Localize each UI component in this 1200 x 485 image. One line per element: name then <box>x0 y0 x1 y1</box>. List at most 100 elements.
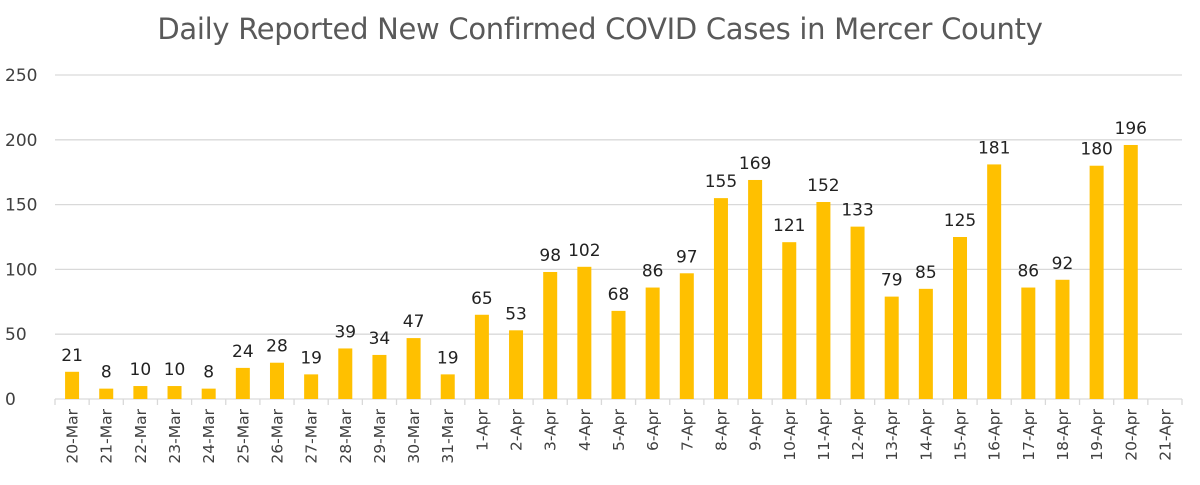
bar <box>577 266 592 399</box>
data-label: 65 <box>471 289 493 309</box>
data-label: 8 <box>101 363 112 383</box>
bar <box>645 287 660 399</box>
x-tick-label: 28-Mar <box>337 408 355 463</box>
data-label: 24 <box>232 342 254 362</box>
x-tick-label: 27-Mar <box>303 408 321 463</box>
x-tick-label: 11-Apr <box>815 408 833 460</box>
bar <box>884 296 899 399</box>
x-tick-label: 31-Mar <box>439 408 457 463</box>
x-tick-label: 3-Apr <box>542 408 560 451</box>
bar <box>1123 144 1138 399</box>
x-tick-label: 13-Apr <box>883 408 901 460</box>
data-label: 121 <box>773 216 805 236</box>
x-tick-label: 21-Mar <box>98 408 116 463</box>
x-tick-label: 19-Apr <box>1088 408 1106 460</box>
x-tick-label: 26-Mar <box>268 408 286 463</box>
bar <box>1055 279 1070 399</box>
x-tick-label: 20-Apr <box>1122 408 1140 460</box>
data-label: 10 <box>164 360 186 380</box>
data-label: 133 <box>841 201 873 221</box>
x-tick-label: 25-Mar <box>234 408 252 463</box>
x-tick-label: 24-Mar <box>200 408 218 463</box>
x-tick-label: 5-Apr <box>610 408 628 451</box>
bar <box>918 288 933 399</box>
y-tick-label: 50 <box>5 325 27 345</box>
x-tick-label: 9-Apr <box>747 408 765 451</box>
y-tick-label: 250 <box>5 66 37 86</box>
x-tick-label: 22-Mar <box>132 408 150 463</box>
data-label: 181 <box>978 138 1010 158</box>
x-tick-label: 1-Apr <box>473 408 491 451</box>
data-label: 19 <box>300 348 322 368</box>
bar <box>167 386 182 399</box>
x-tick-label: 15-Apr <box>952 408 970 460</box>
data-label: 196 <box>1115 119 1147 139</box>
data-label: 8 <box>203 363 214 383</box>
data-label: 39 <box>334 322 356 342</box>
bar <box>611 310 626 399</box>
chart-title: Daily Reported New Confirmed COVID Cases… <box>157 12 1043 46</box>
data-label: 21 <box>61 346 83 366</box>
data-label: 155 <box>705 172 737 192</box>
data-label: 98 <box>539 246 561 266</box>
bar <box>679 273 694 399</box>
bar <box>99 388 114 399</box>
x-tick-label: 10-Apr <box>781 408 799 460</box>
data-label: 86 <box>1017 262 1039 282</box>
x-tick-label: 4-Apr <box>576 408 594 451</box>
bar <box>474 314 489 399</box>
x-tick-label: 14-Apr <box>917 408 935 460</box>
bar <box>65 371 80 399</box>
bar <box>543 271 558 399</box>
x-tick-label: 12-Apr <box>849 408 867 460</box>
y-tick-label: 0 <box>5 390 16 410</box>
x-tick-label: 30-Mar <box>405 408 423 463</box>
data-label: 68 <box>608 285 630 305</box>
data-label: 102 <box>568 241 600 261</box>
bar <box>782 242 797 399</box>
bar <box>406 338 421 399</box>
y-tick-label: 100 <box>5 260 37 280</box>
data-label: 97 <box>676 247 698 267</box>
x-tick-label: 21-Apr <box>1156 408 1174 460</box>
bar <box>748 179 763 399</box>
bar <box>133 386 148 399</box>
data-label: 19 <box>437 348 459 368</box>
x-tick-label: 17-Apr <box>1020 408 1038 460</box>
data-label: 125 <box>944 211 976 231</box>
x-tick-label: 29-Mar <box>371 408 389 463</box>
data-label: 152 <box>807 176 839 196</box>
x-tick-label: 6-Apr <box>644 408 662 451</box>
bar <box>235 367 250 399</box>
data-label: 10 <box>130 360 152 380</box>
x-tick-label: 16-Apr <box>986 408 1004 460</box>
x-tick-label: 2-Apr <box>508 408 526 451</box>
bar <box>987 164 1002 399</box>
data-label: 92 <box>1052 254 1074 274</box>
x-tick-label: 23-Mar <box>166 408 184 463</box>
bar <box>269 362 284 399</box>
y-tick-label: 150 <box>5 196 37 216</box>
data-label: 34 <box>369 329 391 349</box>
bar <box>304 374 319 399</box>
x-tick-label: 18-Apr <box>1054 408 1072 460</box>
bar <box>850 226 865 399</box>
bar <box>1089 165 1104 399</box>
bar <box>509 330 524 399</box>
data-label: 47 <box>403 312 425 332</box>
data-label: 86 <box>642 262 664 282</box>
bar <box>816 202 831 399</box>
bar <box>201 388 216 399</box>
bar <box>372 354 387 399</box>
y-tick-label: 200 <box>5 131 37 151</box>
bar <box>338 348 353 399</box>
data-label: 28 <box>266 337 288 357</box>
bar <box>713 198 728 399</box>
x-tick-label: 20-Mar <box>64 408 82 463</box>
bar <box>1021 287 1036 399</box>
x-tick-label: 7-Apr <box>678 408 696 451</box>
x-tick-label: 8-Apr <box>712 408 730 451</box>
bar <box>953 237 968 399</box>
data-label: 85 <box>915 263 937 283</box>
data-label: 79 <box>881 271 903 291</box>
